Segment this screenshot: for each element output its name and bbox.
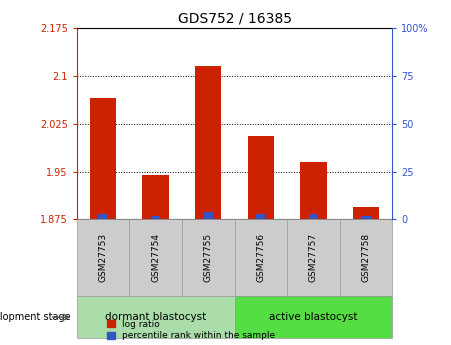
Bar <box>151 216 160 219</box>
Bar <box>353 207 379 219</box>
FancyBboxPatch shape <box>77 219 129 296</box>
Text: dormant blastocyst: dormant blastocyst <box>105 312 206 322</box>
Text: GSM27755: GSM27755 <box>204 233 213 283</box>
FancyBboxPatch shape <box>77 296 235 338</box>
FancyBboxPatch shape <box>129 219 182 296</box>
Bar <box>309 214 318 219</box>
FancyBboxPatch shape <box>287 219 340 296</box>
Text: GSM27756: GSM27756 <box>256 233 265 283</box>
FancyBboxPatch shape <box>182 219 235 296</box>
Bar <box>300 162 327 219</box>
Bar <box>195 66 221 219</box>
Text: GSM27757: GSM27757 <box>309 233 318 283</box>
Bar <box>90 98 116 219</box>
Bar <box>143 175 169 219</box>
Text: GSM27754: GSM27754 <box>151 233 160 282</box>
Bar <box>256 214 266 219</box>
Legend: log ratio, percentile rank within the sample: log ratio, percentile rank within the sa… <box>104 316 279 344</box>
FancyBboxPatch shape <box>235 296 392 338</box>
FancyBboxPatch shape <box>340 219 392 296</box>
Text: development stage: development stage <box>0 312 70 322</box>
Bar <box>361 216 371 219</box>
Text: GSM27753: GSM27753 <box>98 233 107 283</box>
Title: GDS752 / 16385: GDS752 / 16385 <box>178 11 291 25</box>
Text: active blastocyst: active blastocyst <box>269 312 358 322</box>
Bar <box>203 212 213 219</box>
FancyBboxPatch shape <box>235 219 287 296</box>
Bar <box>248 136 274 219</box>
Text: GSM27758: GSM27758 <box>362 233 371 283</box>
Bar <box>98 214 108 219</box>
